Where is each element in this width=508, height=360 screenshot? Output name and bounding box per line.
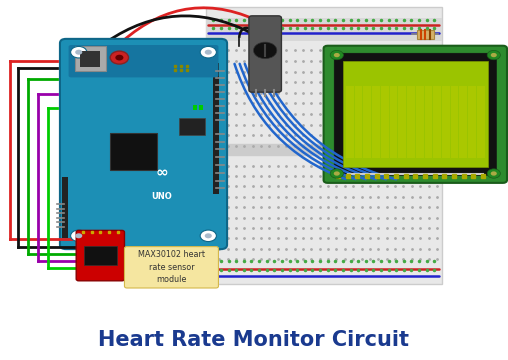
Circle shape — [75, 50, 82, 55]
FancyBboxPatch shape — [110, 132, 157, 170]
Bar — [477, 86, 485, 126]
Bar — [477, 119, 485, 158]
Bar — [390, 119, 397, 158]
Circle shape — [110, 51, 129, 64]
Circle shape — [71, 46, 87, 58]
FancyBboxPatch shape — [324, 46, 507, 183]
Circle shape — [487, 169, 500, 178]
Bar — [363, 119, 371, 158]
Bar — [355, 86, 362, 126]
Bar — [416, 119, 424, 158]
Bar — [425, 119, 432, 158]
Circle shape — [200, 230, 216, 242]
Circle shape — [330, 169, 343, 178]
Bar — [433, 86, 441, 126]
Bar — [346, 119, 354, 158]
Bar — [398, 119, 406, 158]
Bar — [355, 119, 362, 158]
Bar — [442, 119, 450, 158]
Bar — [459, 86, 467, 126]
Circle shape — [71, 230, 87, 242]
Bar — [417, 30, 434, 39]
Text: ∞: ∞ — [156, 165, 169, 180]
Bar — [407, 86, 415, 126]
Circle shape — [334, 53, 340, 57]
Circle shape — [334, 171, 340, 176]
Text: MAX30102 heart
rate sensor
module: MAX30102 heart rate sensor module — [138, 250, 205, 284]
Bar — [433, 119, 441, 158]
Bar — [390, 86, 397, 126]
FancyBboxPatch shape — [75, 46, 106, 71]
Bar — [451, 86, 458, 126]
Circle shape — [491, 171, 497, 176]
FancyBboxPatch shape — [249, 16, 281, 92]
Text: Heart Rate Monitor Circuit: Heart Rate Monitor Circuit — [99, 330, 409, 350]
Bar — [407, 119, 415, 158]
Bar — [459, 119, 467, 158]
Bar — [398, 86, 406, 126]
Bar — [425, 86, 432, 126]
Bar — [199, 105, 203, 110]
Circle shape — [200, 46, 216, 58]
Circle shape — [487, 50, 500, 60]
FancyBboxPatch shape — [334, 53, 496, 175]
Bar — [193, 105, 197, 110]
Bar — [451, 119, 458, 158]
Bar — [206, 18, 442, 41]
FancyBboxPatch shape — [69, 45, 218, 77]
Bar — [468, 119, 476, 158]
Circle shape — [491, 53, 497, 57]
Bar — [416, 86, 424, 126]
Bar — [80, 51, 100, 67]
Bar — [468, 86, 476, 126]
FancyBboxPatch shape — [206, 7, 442, 284]
Bar — [442, 86, 450, 126]
Bar — [372, 119, 380, 158]
Text: UNO: UNO — [152, 192, 173, 201]
Circle shape — [205, 50, 212, 55]
Bar — [213, 63, 219, 194]
FancyBboxPatch shape — [76, 230, 124, 281]
FancyBboxPatch shape — [60, 39, 227, 249]
Circle shape — [205, 233, 212, 238]
Bar — [346, 86, 354, 126]
Circle shape — [115, 55, 123, 60]
Bar — [84, 246, 117, 265]
Circle shape — [253, 42, 277, 59]
FancyBboxPatch shape — [124, 247, 218, 288]
Bar — [62, 177, 68, 238]
Bar — [381, 119, 389, 158]
Bar — [372, 86, 380, 126]
Circle shape — [330, 50, 343, 60]
Circle shape — [75, 233, 82, 238]
Bar — [363, 86, 371, 126]
Bar — [381, 86, 389, 126]
FancyBboxPatch shape — [179, 118, 205, 135]
Bar — [343, 61, 488, 167]
